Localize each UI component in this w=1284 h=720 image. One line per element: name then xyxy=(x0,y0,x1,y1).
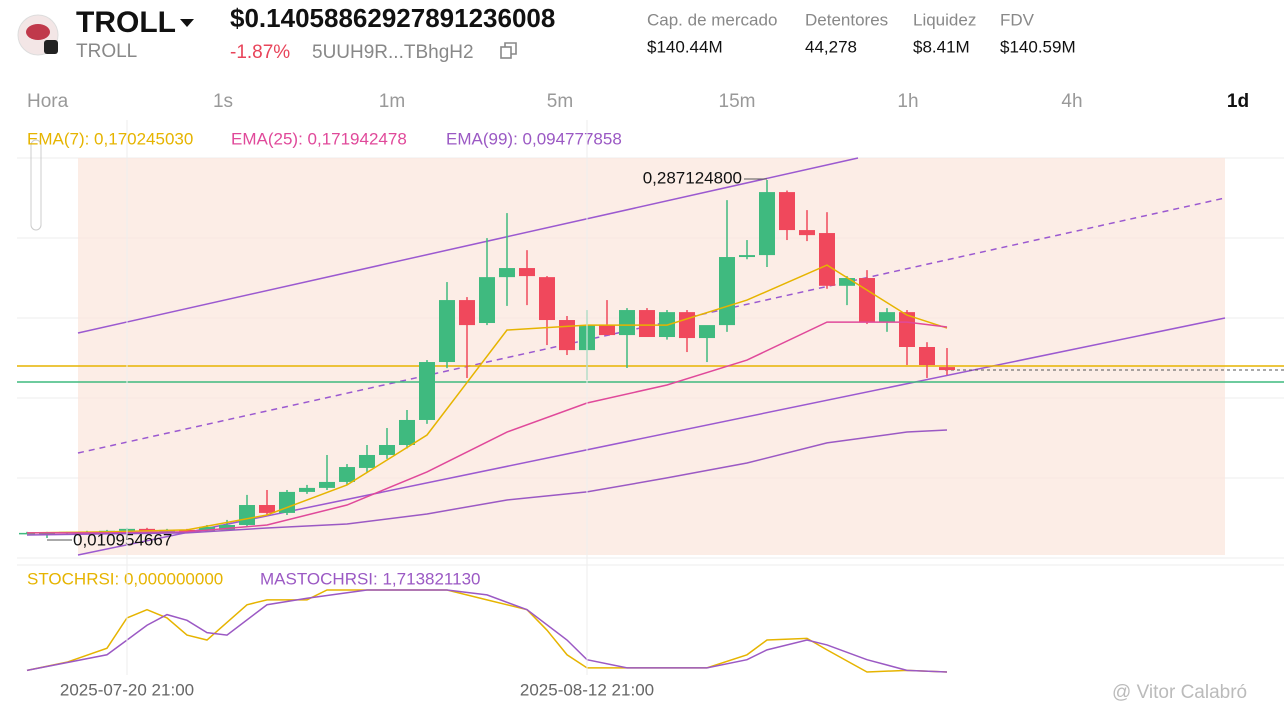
ema-legend: EMA(99): 0,094777858 xyxy=(446,129,622,148)
candle-body xyxy=(859,278,875,323)
candle-body xyxy=(359,454,375,468)
candle-body xyxy=(939,367,955,371)
candle-body xyxy=(899,312,915,347)
candle-body xyxy=(799,230,815,236)
candle-body xyxy=(679,312,695,339)
indicator-line xyxy=(26,589,948,673)
candle-body xyxy=(299,487,315,492)
timeframe-tab[interactable]: Hora xyxy=(27,91,69,112)
candle-body xyxy=(199,526,215,531)
candle-body xyxy=(459,300,475,326)
price: $0.14058862927891236008 xyxy=(230,3,555,33)
stat-value: 44,278 xyxy=(805,37,857,56)
candle-body xyxy=(259,505,275,513)
ema-line xyxy=(27,321,948,534)
channel-upper xyxy=(77,157,859,334)
stat-label: Liquidez xyxy=(913,10,976,29)
timeframe-tab[interactable]: 1h xyxy=(897,91,918,112)
max-annotation: 0,287124800 xyxy=(643,168,742,187)
stat-value: $140.59M xyxy=(1000,37,1076,56)
timeframe-tab[interactable]: 4h xyxy=(1061,91,1082,112)
ema-line xyxy=(26,429,948,536)
ema-line xyxy=(26,264,948,534)
timeframe-tab[interactable]: 15m xyxy=(719,91,756,112)
candle-body xyxy=(739,255,755,258)
candle-body xyxy=(719,257,735,326)
candle-body xyxy=(499,268,515,278)
dropdown-caret[interactable] xyxy=(180,19,194,27)
candle-body xyxy=(219,524,235,530)
candle-body xyxy=(699,325,715,339)
channel-fill xyxy=(78,158,1225,555)
price-change: -1.87% xyxy=(230,42,290,63)
stat-label: FDV xyxy=(1000,10,1035,29)
candle-body xyxy=(519,268,535,277)
candle-body xyxy=(139,528,155,531)
candle-body xyxy=(539,277,555,321)
indicator-legend: STOCHRSI: 0,000000000 xyxy=(27,569,223,588)
channel-lower xyxy=(77,317,1226,556)
copy-icon[interactable] xyxy=(500,42,517,59)
candle-body xyxy=(879,312,895,323)
candle-body xyxy=(439,300,455,363)
timeframe-tab[interactable]: 1m xyxy=(379,91,405,112)
ema-legend: EMA(7): 0,170245030 xyxy=(27,129,193,148)
candle-body xyxy=(599,325,615,336)
candle-body xyxy=(419,362,435,420)
candle-body xyxy=(279,491,295,513)
timeframe-tab[interactable]: 1d xyxy=(1227,91,1249,112)
stat-value: $8.41M xyxy=(913,37,970,56)
token-symbol: TROLL xyxy=(76,41,137,62)
timeframe-tab[interactable]: 1s xyxy=(213,91,233,112)
indicator-line xyxy=(26,589,948,673)
x-tick-label: 2025-07-20 21:00 xyxy=(60,680,194,699)
min-annotation: 0,010954667 xyxy=(73,530,172,549)
scroll-handle[interactable] xyxy=(30,139,42,231)
ema-legend: EMA(25): 0,171942478 xyxy=(231,129,407,148)
candle-body xyxy=(779,192,795,231)
address: 5UUH9R...TBhgH2 xyxy=(312,42,474,63)
candle-body xyxy=(619,310,635,336)
logo-face xyxy=(26,24,50,40)
candle-body xyxy=(239,505,255,525)
candle-body xyxy=(919,346,935,366)
candle-body xyxy=(339,467,355,482)
x-tick-label: 2025-08-12 21:00 xyxy=(520,680,654,699)
chain-badge xyxy=(44,40,58,54)
candle-body xyxy=(319,481,335,488)
watermark: @ Vitor Calabró xyxy=(1112,682,1247,703)
candle-body xyxy=(379,444,395,455)
candle-body xyxy=(479,277,495,324)
indicator-legend: MASTOCHRSI: 1,713821130 xyxy=(260,569,481,588)
stat-label: Detentores xyxy=(805,10,888,29)
candle-body xyxy=(839,278,855,286)
stat-label: Cap. de mercado xyxy=(647,10,777,29)
candle-body xyxy=(819,233,835,286)
candle-body xyxy=(639,310,655,338)
candle-body xyxy=(559,320,575,351)
token-name[interactable]: TROLL xyxy=(76,6,176,39)
candle-body xyxy=(759,192,775,256)
candle-body xyxy=(399,419,415,445)
timeframe-tab[interactable]: 5m xyxy=(547,91,573,112)
stat-value: $140.44M xyxy=(647,37,723,56)
